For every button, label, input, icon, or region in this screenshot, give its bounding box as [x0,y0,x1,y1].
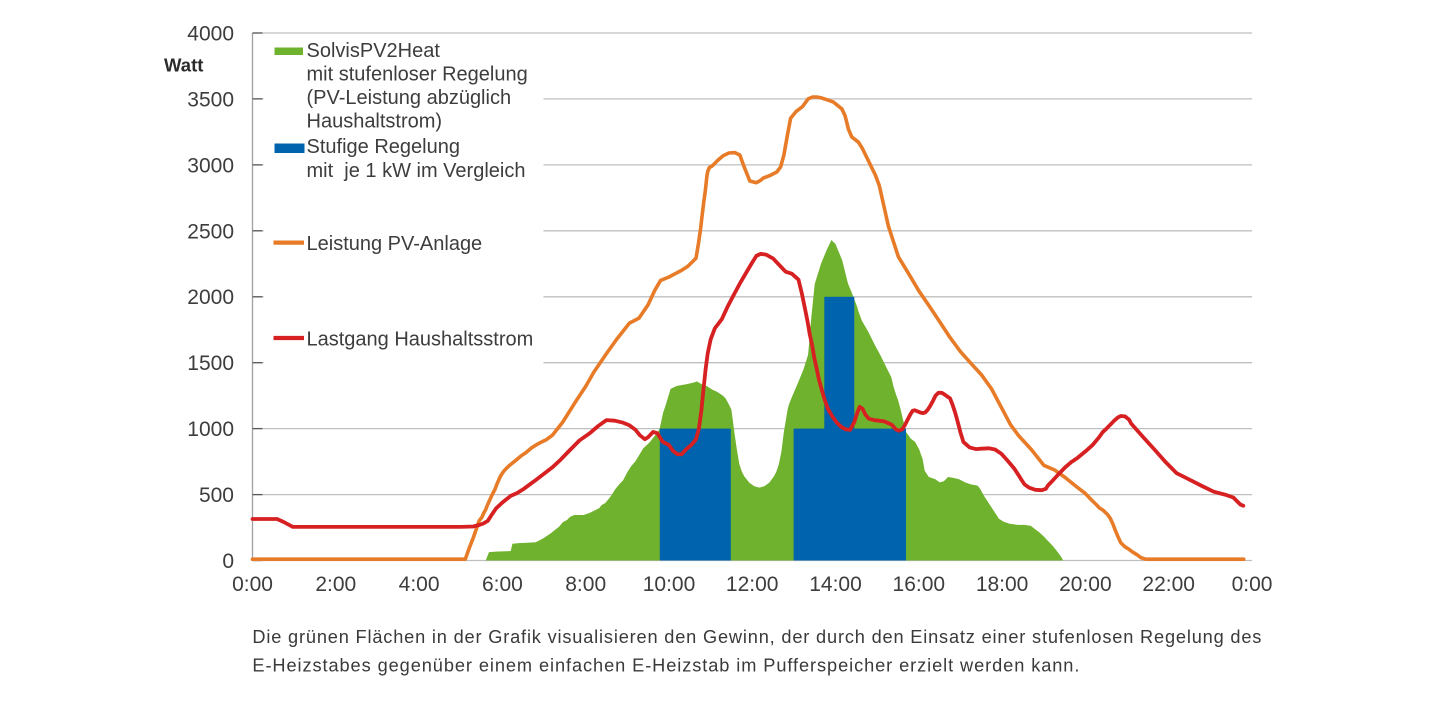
svg-text:Lastgang Haushaltsstrom: Lastgang Haushaltsstrom [307,329,534,351]
svg-text:(PV-Leistung abzüglich: (PV-Leistung abzüglich [307,87,512,109]
svg-text:mit je 1 kW im Vergleich: mit je 1 kW im Vergleich [307,160,526,182]
svg-text:10:00: 10:00 [643,573,696,596]
svg-text:3000: 3000 [187,154,234,177]
svg-text:4000: 4000 [187,23,234,46]
svg-text:20:00: 20:00 [1059,573,1112,596]
svg-text:0: 0 [222,550,234,573]
svg-text:22:00: 22:00 [1142,573,1195,596]
svg-text:E-Heizstabes gegenüber einem e: E-Heizstabes gegenüber einem einfachen E… [252,656,1079,676]
svg-text:Watt: Watt [164,55,203,76]
svg-text:2500: 2500 [187,220,234,243]
svg-text:1500: 1500 [187,352,234,375]
svg-text:SolvisPV2Heat: SolvisPV2Heat [307,40,441,62]
svg-text:16:00: 16:00 [893,573,946,596]
svg-text:Leistung PV-Anlage: Leistung PV-Anlage [307,233,483,255]
svg-text:Haushaltstrom): Haushaltstrom) [307,111,443,133]
svg-text:1000: 1000 [187,418,234,441]
svg-text:0:00: 0:00 [232,573,273,596]
svg-text:Stufige Regelung: Stufige Regelung [307,136,460,158]
svg-text:500: 500 [199,484,234,507]
svg-text:3500: 3500 [187,88,234,111]
svg-text:2:00: 2:00 [315,573,356,596]
svg-text:0:00: 0:00 [1232,573,1273,596]
svg-text:18:00: 18:00 [976,573,1029,596]
svg-text:6:00: 6:00 [482,573,523,596]
svg-text:8:00: 8:00 [565,573,606,596]
svg-text:2000: 2000 [187,286,234,309]
svg-text:12:00: 12:00 [726,573,779,596]
svg-text:Die grünen Flächen in der Graf: Die grünen Flächen in der Grafik visuali… [252,627,1261,647]
svg-text:14:00: 14:00 [809,573,862,596]
svg-text:mit stufenloser Regelung: mit stufenloser Regelung [307,64,528,86]
svg-text:4:00: 4:00 [399,573,440,596]
